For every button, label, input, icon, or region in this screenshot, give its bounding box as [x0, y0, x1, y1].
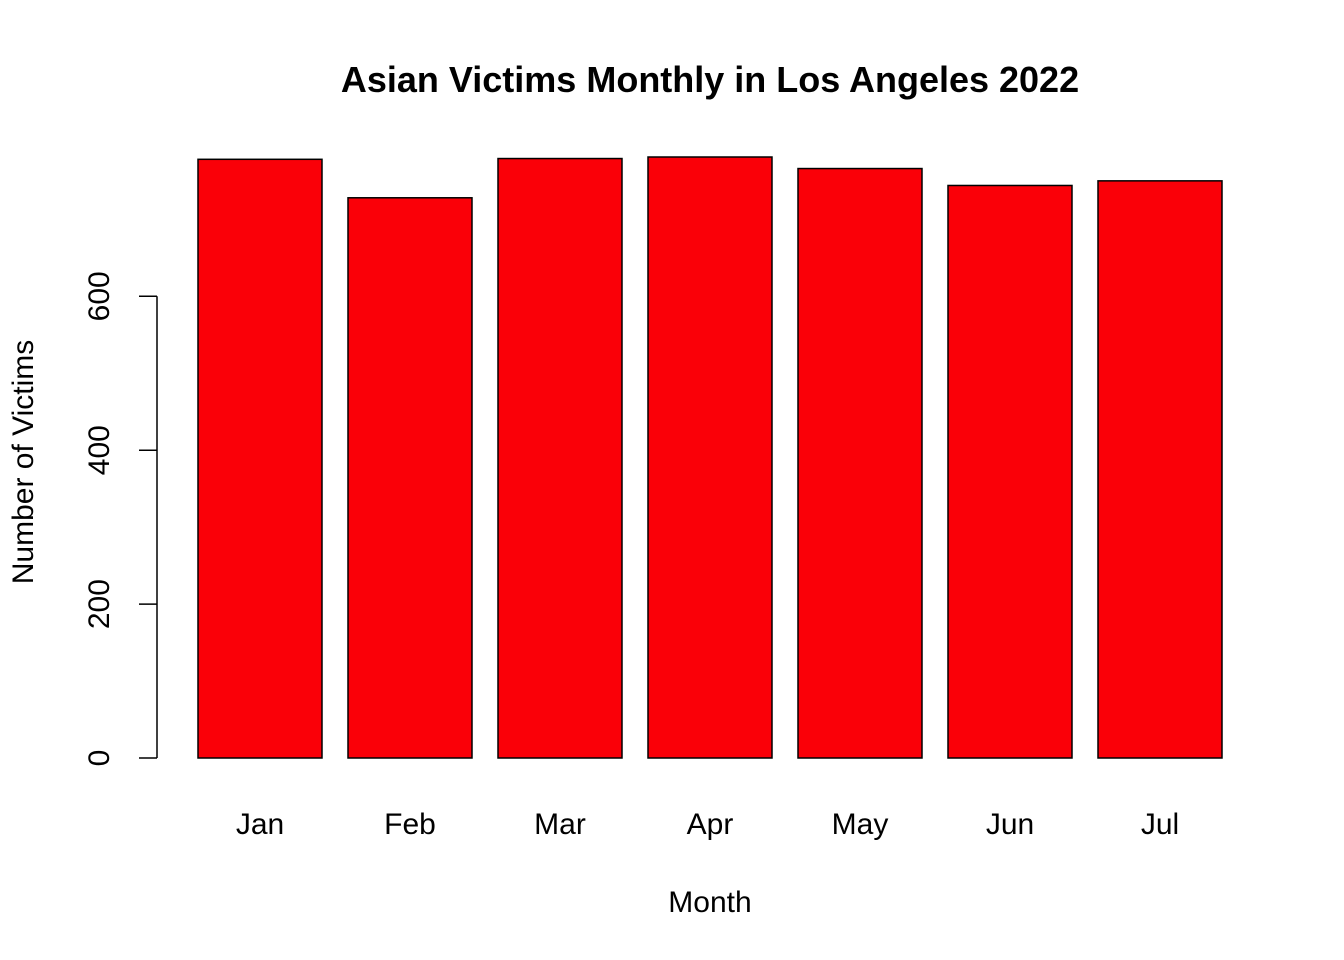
- y-tick-label-200: 200: [83, 579, 116, 629]
- bar-feb: [347, 197, 473, 759]
- x-tick-label-jul: Jul: [1141, 808, 1179, 841]
- x-axis-label: Month: [668, 886, 751, 919]
- bar-jul: [1097, 180, 1223, 759]
- x-tick-label-jan: Jan: [236, 808, 284, 841]
- y-axis: 0 200 400 600: [83, 271, 158, 767]
- bar-may: [797, 167, 923, 759]
- x-tick-labels: Jan Feb Mar Apr May Jun Jul: [236, 808, 1179, 841]
- bar-mar: [497, 157, 623, 759]
- y-tick-label-400: 400: [83, 425, 116, 475]
- y-tick-label-600: 600: [83, 271, 116, 321]
- x-tick-label-jun: Jun: [986, 808, 1034, 841]
- y-axis-label: Number of Victims: [7, 340, 40, 585]
- x-tick-label-feb: Feb: [384, 808, 436, 841]
- y-tick-label-0: 0: [83, 750, 116, 767]
- bar-apr: [647, 156, 773, 759]
- bar-jan: [197, 158, 323, 759]
- chart-title: Asian Victims Monthly in Los Angeles 202…: [341, 59, 1079, 100]
- x-tick-label-apr: Apr: [687, 808, 734, 841]
- bar-jun: [947, 184, 1073, 759]
- x-tick-label-may: May: [832, 808, 889, 841]
- bars-group: [197, 156, 1223, 759]
- x-tick-label-mar: Mar: [534, 808, 586, 841]
